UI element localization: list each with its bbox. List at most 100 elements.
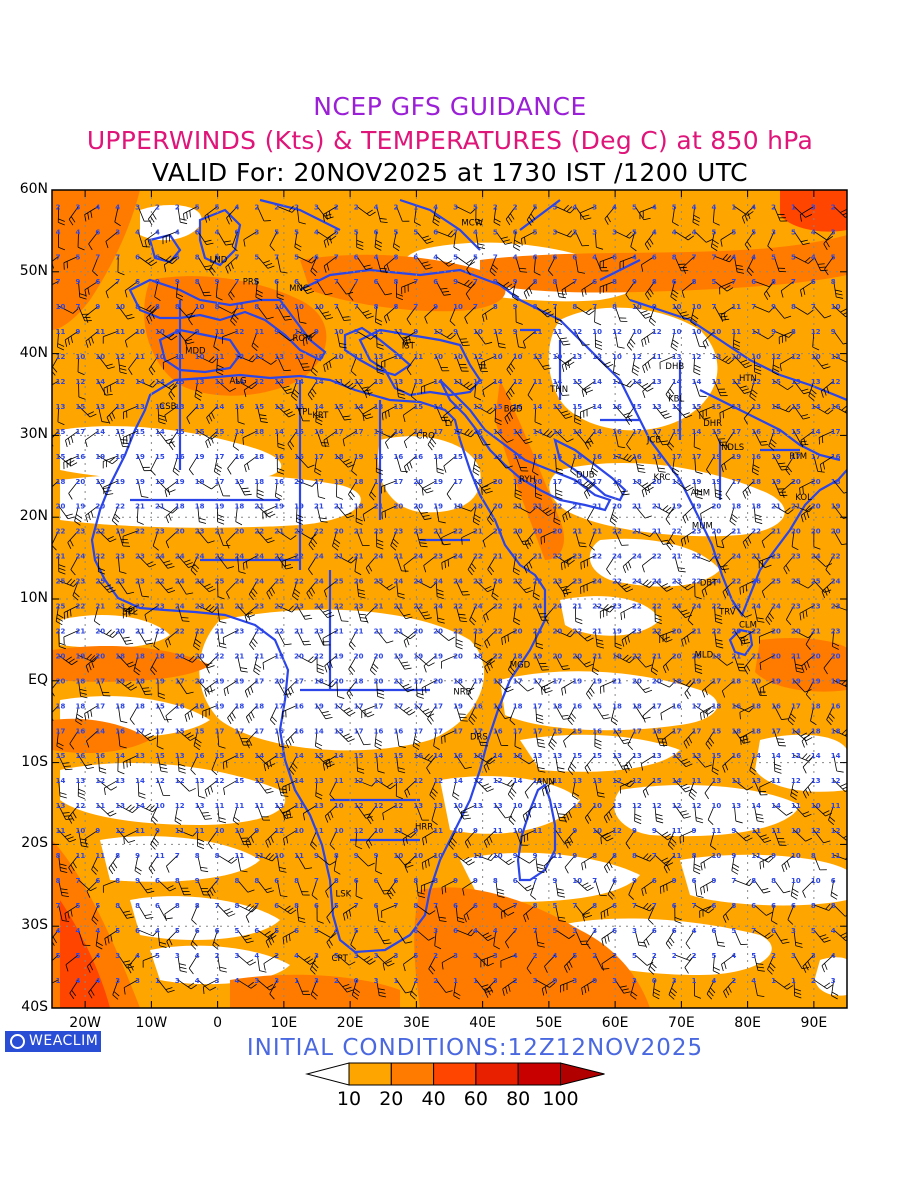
wind-barb [465,280,477,295]
temperature-value: 21 [592,627,602,635]
wind-barb [600,280,616,288]
wind-barb-flag [165,255,172,261]
wind-barb-flag [555,321,563,325]
temperature-value: 16 [175,702,185,710]
temperature-value: 15 [215,752,225,760]
wind-barb-flag [302,338,305,346]
temperature-value: 16 [374,727,384,735]
temperature-value: 6 [453,902,458,910]
temperature-value: 20 [354,652,364,660]
temperature-value: 24 [175,553,185,561]
wind-barb-flag [305,337,308,345]
temperature-value: 5 [473,203,478,211]
temperature-value: 7 [433,902,438,910]
temperature-value: 19 [413,652,423,660]
wind-barb-flag [693,368,701,372]
wind-barb-flag [584,217,592,220]
wind-barb-flag [820,390,824,398]
wind-barb-flag [582,480,589,486]
wind-barb [296,480,313,487]
wind-barb-flag [150,469,156,476]
wind-barb [773,480,781,496]
wind-barb [356,380,367,395]
temperature-value: 11 [533,328,543,336]
temperature-value: 13 [533,752,543,760]
wind-barb [65,430,79,441]
wind-barb [150,455,159,471]
temperature-value: 14 [115,752,125,760]
temperature-value: 11 [394,827,404,835]
temperature-value: 3 [592,228,597,236]
temperature-value: 15 [76,403,86,411]
temperature-value: 20 [553,528,563,536]
wind-barb [84,280,99,291]
wind-barb-flag [101,421,109,423]
temperature-value: 22 [493,603,503,611]
wind-barb [435,355,443,372]
wind-barb [446,480,457,495]
wind-barb-flag [546,430,553,437]
temperature-value: 21 [95,603,105,611]
temperature-value: 20 [175,652,185,660]
wind-barb [475,231,479,248]
temperature-value: 10 [791,827,801,835]
wind-barb-flag [641,490,645,498]
wind-barb-flag [722,253,728,260]
temperature-value: 19 [572,677,582,685]
temperature-value: 15 [771,428,781,436]
wind-barb-flag [366,388,370,396]
wind-barb [302,330,318,340]
wind-barb-flag [722,355,728,361]
temperature-value: 10 [632,303,642,311]
temperature-value: 10 [453,353,463,361]
wind-barb-flag [664,415,672,419]
temperature-value: 22 [493,627,503,635]
temperature-value: 6 [135,278,140,286]
temperature-value: 5 [751,228,756,236]
wind-barb-flag [806,511,810,519]
wind-barb [725,480,735,495]
temperature-value: 18 [354,503,364,511]
temperature-value: 11 [294,802,304,810]
temperature-value: 23 [433,553,443,561]
temperature-value: 6 [413,253,418,261]
wind-barb [614,230,630,239]
temperature-value: 16 [274,478,284,486]
temperature-value: 17 [553,677,563,685]
temperature-value: 8 [413,902,418,910]
temperature-value: 6 [354,877,359,885]
temperature-value: 19 [791,677,801,685]
wind-barb-flag [48,443,51,449]
wind-barb [700,505,715,514]
wind-barb-flag [472,521,480,526]
temperature-value: 13 [274,752,284,760]
wind-barb-flag [311,267,318,273]
wind-barb-flag [817,263,825,265]
wind-barb [614,306,621,322]
temperature-value: 16 [513,453,523,461]
temperature-value: 13 [374,353,384,361]
wind-barb-flag [315,421,323,426]
temperature-value: 25 [274,578,284,586]
temperature-value: 20 [433,627,443,635]
wind-barb [645,280,656,295]
temperature-value: 13 [135,403,145,411]
wind-barb-flag [311,332,317,338]
wind-barb [204,206,218,217]
wind-barb-flag [491,267,497,273]
temperature-value: 12 [672,802,682,810]
wind-barb-flag [406,368,412,376]
wind-barb-flag [577,271,586,274]
wind-barb-flag [819,266,827,268]
wind-barb [443,455,457,467]
wind-barb [186,405,199,418]
temperature-value: 20 [771,652,781,660]
wind-barb [793,255,809,264]
temperature-value: 22 [553,503,563,511]
temperature-value: 9 [76,278,81,286]
wind-barb [98,355,109,370]
temperature-value: 18 [831,727,841,735]
wind-barb-flag [556,467,563,471]
wind-barb-flag [275,496,282,501]
temperature-value: 4 [433,253,438,261]
